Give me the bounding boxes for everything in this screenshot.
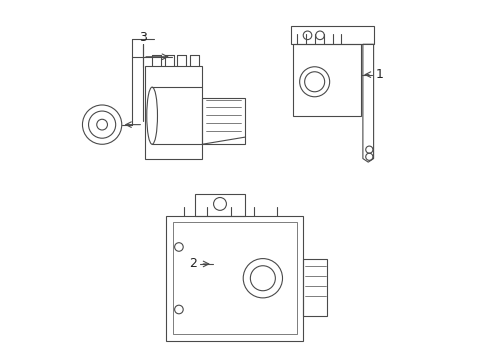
Bar bbox=[173, 222, 296, 334]
Text: 2: 2 bbox=[189, 257, 197, 270]
Text: 3: 3 bbox=[139, 31, 147, 44]
Text: 1: 1 bbox=[375, 68, 383, 81]
